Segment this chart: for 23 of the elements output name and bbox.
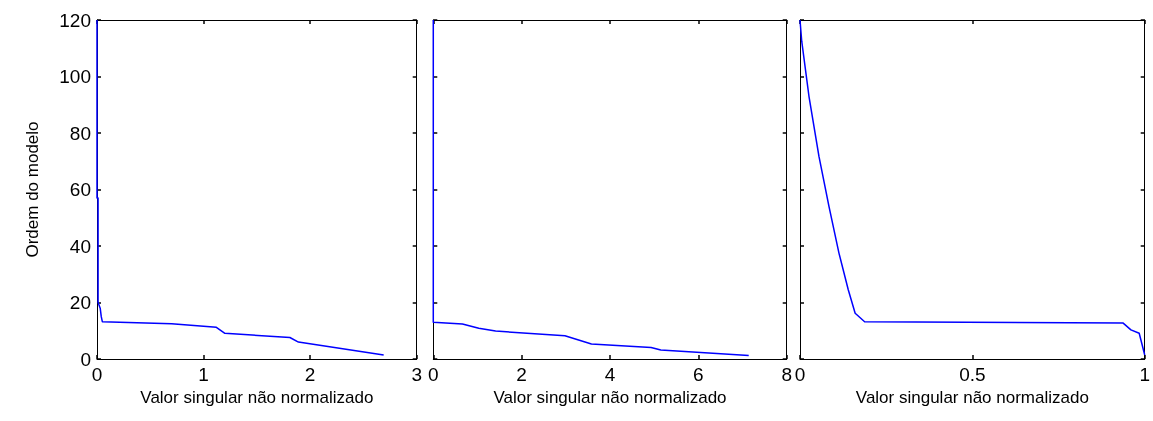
x-tick-label: 2: [304, 364, 316, 385]
y-tick-label: 60: [69, 179, 91, 200]
x-tick-label: 1: [1139, 364, 1151, 385]
x-tick-label: 0.5: [959, 364, 986, 385]
y-tick-label: 120: [59, 9, 91, 31]
x-tick-label: 2: [516, 364, 527, 385]
x-axis-title: Valor singular não normalizado: [493, 387, 727, 407]
x-tick-label: 8: [781, 364, 793, 385]
x-tick-label: 3: [411, 364, 423, 385]
x-tick-label: 4: [604, 364, 616, 385]
x-axis-title: Valor singular não normalizado: [855, 387, 1089, 407]
y-axis-title: Ordem do modelo: [23, 121, 42, 258]
x-tick-label: 1: [198, 364, 209, 385]
y-tick-label: 80: [69, 122, 91, 144]
x-axis-title: Valor singular não normalizado: [140, 387, 374, 407]
y-tick-label: 100: [59, 66, 91, 87]
y-tick-label: 0: [80, 348, 91, 370]
x-tick-label: 6: [693, 364, 704, 385]
y-tick-label: 20: [69, 292, 91, 313]
y-tick-label: 40: [69, 235, 91, 257]
x-tick-label: 0: [794, 364, 806, 385]
x-tick-label: 0: [427, 364, 439, 385]
line-series: [96, 19, 385, 356]
